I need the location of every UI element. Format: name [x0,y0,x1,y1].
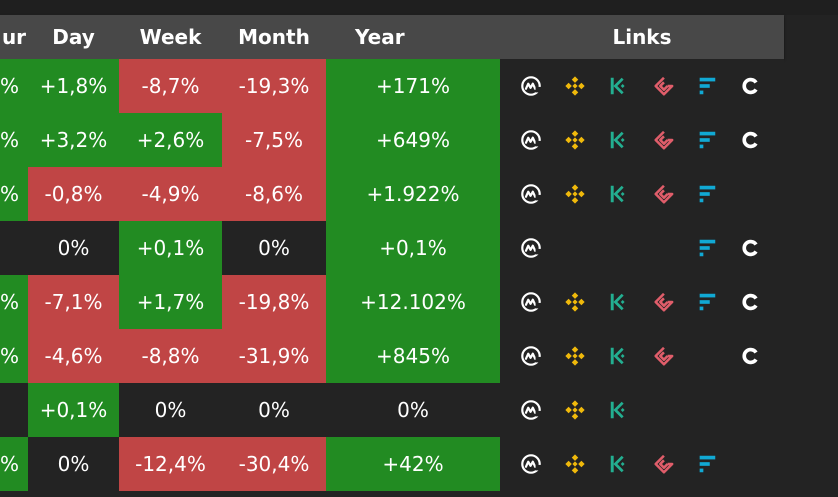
gate-icon[interactable] [652,453,674,475]
cell-day: -0,8% [28,167,119,221]
ftx-icon[interactable] [696,183,718,205]
binance-icon[interactable] [564,183,586,205]
cell-year: +171% [326,59,500,113]
cell-day: +1,8% [28,59,119,113]
cell-month: -8,6% [222,167,326,221]
cell-month: -7,5% [222,113,326,167]
ftx-icon[interactable] [696,75,718,97]
cell-month: 0% [222,383,326,437]
coinbase-icon[interactable] [740,345,762,367]
coinmarketcap-icon[interactable] [520,183,542,205]
gate-icon[interactable] [652,129,674,151]
cell-month: -30,4% [222,437,326,491]
column-header-month[interactable]: Month [238,25,310,49]
coinmarketcap-icon[interactable] [520,237,542,259]
table-row[interactable]: % +1,8% -8,7% -19,3% +171% [0,59,500,113]
cell-week: +0,1% [119,221,222,275]
cell-day: 0% [28,437,119,491]
ftx-icon[interactable] [696,291,718,313]
cell-day: +3,2% [28,113,119,167]
kucoin-icon[interactable] [608,75,630,97]
cell-week: 0% [119,383,222,437]
column-header-year[interactable]: Year [355,25,405,49]
kucoin-icon[interactable] [608,453,630,475]
gate-icon[interactable] [652,291,674,313]
cell-year: +649% [326,113,500,167]
kucoin-icon[interactable] [608,399,630,421]
binance-icon[interactable] [564,129,586,151]
cell-month: -19,3% [222,59,326,113]
top-bar [0,0,838,15]
kucoin-icon[interactable] [608,291,630,313]
binance-icon[interactable] [564,399,586,421]
binance-icon[interactable] [564,453,586,475]
table-row[interactable]: % 0% -12,4% -30,4% +42% [0,437,500,491]
cell-month: 0% [222,221,326,275]
cell-week: +1,7% [119,275,222,329]
cell-day: +0,1% [28,383,119,437]
table-row[interactable]: % -7,1% +1,7% -19,8% +12.102% [0,275,500,329]
kucoin-icon[interactable] [608,183,630,205]
links-column [500,59,784,497]
column-header-hour[interactable]: ur [1,25,27,49]
gate-icon[interactable] [652,183,674,205]
cell-hour: % [0,437,28,491]
cell-week: -12,4% [119,437,222,491]
gate-icon[interactable] [652,75,674,97]
coinbase-icon[interactable] [740,237,762,259]
table-row[interactable]: % -0,8% -4,9% -8,6% +1.922% [0,167,500,221]
column-header-day[interactable]: Day [52,25,95,49]
column-header-week[interactable]: Week [139,25,202,49]
cell-day: -4,6% [28,329,119,383]
binance-icon[interactable] [564,75,586,97]
cell-week: -8,8% [119,329,222,383]
coinmarketcap-icon[interactable] [520,291,542,313]
column-header-links: Links [612,25,672,49]
cell-hour: % [0,167,28,221]
cell-hour: % [0,113,28,167]
cell-hour [0,221,28,275]
cell-hour: % [0,59,28,113]
cell-week: +2,6% [119,113,222,167]
coinmarketcap-icon[interactable] [520,345,542,367]
cell-month: -19,8% [222,275,326,329]
coinmarketcap-icon[interactable] [520,75,542,97]
coinmarketcap-icon[interactable] [520,453,542,475]
cell-year: +42% [326,437,500,491]
cell-hour: % [0,275,28,329]
ftx-icon[interactable] [696,129,718,151]
coinmarketcap-icon[interactable] [520,129,542,151]
ftx-icon[interactable] [696,453,718,475]
cell-year: +845% [326,329,500,383]
cell-year: 0% [326,383,500,437]
cell-week: -4,9% [119,167,222,221]
table-row[interactable]: +0,1% 0% 0% 0% [0,383,500,437]
gate-icon[interactable] [652,345,674,367]
cell-year: +0,1% [326,221,500,275]
cell-day: -7,1% [28,275,119,329]
kucoin-icon[interactable] [608,345,630,367]
table-row[interactable]: % -4,6% -8,8% -31,9% +845% [0,329,500,383]
table-header: ur Day Week Month Year Links [0,15,784,59]
cell-hour [0,383,28,437]
cell-month: -31,9% [222,329,326,383]
cell-day: 0% [28,221,119,275]
coinbase-icon[interactable] [740,291,762,313]
coinbase-icon[interactable] [740,75,762,97]
ftx-icon[interactable] [696,237,718,259]
cell-year: +1.922% [326,167,500,221]
cell-year: +12.102% [326,275,500,329]
binance-icon[interactable] [564,345,586,367]
cell-week: -8,7% [119,59,222,113]
binance-icon[interactable] [564,291,586,313]
table-row[interactable]: % +3,2% +2,6% -7,5% +649% [0,113,500,167]
coinbase-icon[interactable] [740,129,762,151]
kucoin-icon[interactable] [608,129,630,151]
coinmarketcap-icon[interactable] [520,399,542,421]
cell-hour: % [0,329,28,383]
table-row[interactable]: 0% +0,1% 0% +0,1% [0,221,500,275]
